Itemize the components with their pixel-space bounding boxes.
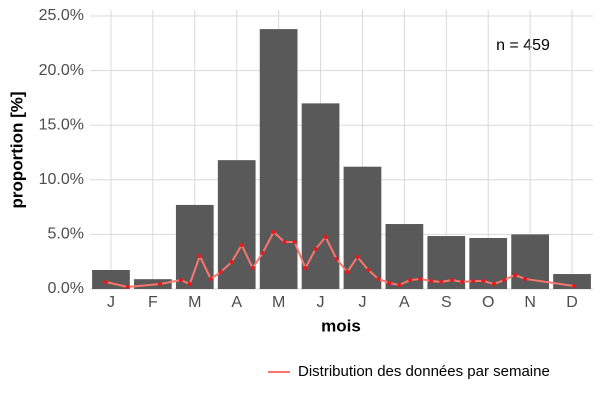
x-tick-label: M xyxy=(272,294,285,311)
x-tick-label: J xyxy=(107,294,115,311)
point xyxy=(418,276,423,281)
x-tick-label: S xyxy=(441,294,452,311)
point xyxy=(178,278,183,283)
point xyxy=(572,284,577,289)
y-tick-label: 5.0% xyxy=(48,226,84,243)
point xyxy=(197,254,202,259)
x-tick-label: A xyxy=(231,294,242,311)
legend-label: Distribution des données par semaine xyxy=(298,363,550,380)
point xyxy=(218,269,223,274)
point xyxy=(260,250,265,255)
x-tick-label: D xyxy=(566,294,578,311)
point xyxy=(523,276,528,281)
x-tick-label: A xyxy=(399,294,410,311)
point xyxy=(387,280,392,285)
point xyxy=(471,279,476,284)
point xyxy=(502,278,507,283)
bar xyxy=(259,29,298,289)
point xyxy=(103,280,108,285)
point xyxy=(429,279,434,284)
x-tick-label: J xyxy=(358,294,366,311)
point xyxy=(460,280,465,285)
x-tick-label: O xyxy=(482,294,494,311)
y-tick-label: 15.0% xyxy=(39,116,84,133)
point xyxy=(366,267,371,272)
point xyxy=(271,229,276,234)
bar xyxy=(92,269,130,289)
y-tick-label: 20.0% xyxy=(39,62,84,79)
x-tick-label: F xyxy=(148,294,158,311)
point xyxy=(355,255,360,260)
x-axis-label: mois xyxy=(321,316,361,335)
point xyxy=(292,240,297,245)
point xyxy=(323,235,328,240)
point xyxy=(345,269,350,274)
point xyxy=(313,247,318,252)
point xyxy=(492,281,497,286)
bar xyxy=(217,160,256,289)
x-tick-label: N xyxy=(524,294,536,311)
bar xyxy=(385,224,424,289)
point xyxy=(229,260,234,265)
y-axis-label: proportion [%] xyxy=(7,91,26,208)
point xyxy=(158,281,163,286)
x-tick-label: M xyxy=(188,294,201,311)
annotation: n = 459 xyxy=(496,37,550,54)
point xyxy=(239,242,244,247)
y-tick-label: 0.0% xyxy=(48,280,84,297)
point xyxy=(481,279,486,284)
point xyxy=(397,282,402,287)
y-tick-label: 10.0% xyxy=(39,171,84,188)
point xyxy=(282,240,287,245)
point xyxy=(125,285,130,290)
x-tick-label: J xyxy=(317,294,325,311)
bar xyxy=(301,103,340,289)
point xyxy=(376,276,381,281)
point xyxy=(208,276,213,281)
point xyxy=(187,281,192,286)
point xyxy=(450,278,455,283)
point xyxy=(250,266,255,271)
point xyxy=(334,256,339,261)
point xyxy=(513,273,518,278)
bar xyxy=(175,204,214,289)
point xyxy=(303,266,308,271)
point xyxy=(439,280,444,285)
y-tick-label: 25.0% xyxy=(39,7,84,24)
point xyxy=(408,278,413,283)
